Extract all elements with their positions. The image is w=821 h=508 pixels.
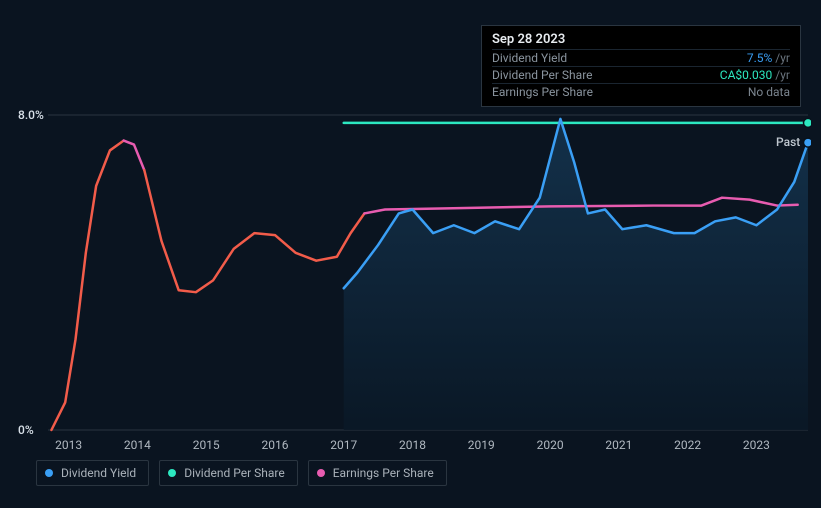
tooltip-value: 7.5%/yr — [747, 51, 790, 65]
x-tick-label: 2017 — [330, 438, 357, 452]
tooltip-label: Dividend Per Share — [492, 68, 593, 82]
tooltip-date: Sep 28 2023 — [492, 32, 790, 49]
x-tick-label: 2013 — [55, 438, 82, 452]
x-tick-label: 2018 — [399, 438, 426, 452]
x-tick-label: 2020 — [537, 438, 564, 452]
x-tick-label: 2022 — [674, 438, 701, 452]
past-label: Past — [776, 135, 800, 149]
x-tick-label: 2016 — [261, 438, 288, 452]
legend-dot-icon — [45, 469, 53, 477]
legend-label: Earnings Per Share — [333, 466, 434, 480]
legend-dot-icon — [168, 469, 176, 477]
x-tick-label: 2015 — [193, 438, 220, 452]
hover-tooltip: Sep 28 2023 Dividend Yield7.5%/yrDividen… — [481, 25, 801, 107]
x-tick-label: 2014 — [124, 438, 151, 452]
tooltip-value: CA$0.030/yr — [720, 68, 790, 82]
tooltip-label: Dividend Yield — [492, 51, 567, 65]
tooltip-value: No data — [748, 85, 790, 99]
tooltip-label: Earnings Per Share — [492, 85, 593, 99]
y-tick-label: 8.0% — [18, 108, 44, 122]
tooltip-row: Dividend Yield 7.5%/yr — [492, 49, 790, 66]
legend-dot-icon — [317, 469, 325, 477]
legend-item-dividend-yield[interactable]: Dividend Yield — [36, 460, 149, 486]
x-tick-label: 2021 — [605, 438, 632, 452]
legend-item-dividend-per-share[interactable]: Dividend Per Share — [159, 460, 298, 486]
tooltip-row: Earnings Per Share No data — [492, 83, 790, 100]
x-tick-label: 2019 — [468, 438, 495, 452]
chart-container: 0% 8.0% 2013 2014 2015 2016 2017 2018 2019 2020 2… — [18, 10, 811, 498]
tooltip-row: Dividend Per Share CA$0.030/yr — [492, 66, 790, 83]
x-tick-label: 2023 — [743, 438, 770, 452]
legend: Dividend Yield Dividend Per Share Earnin… — [36, 460, 447, 486]
legend-label: Dividend Yield — [61, 466, 136, 480]
legend-label: Dividend Per Share — [184, 466, 285, 480]
legend-item-earnings-per-share[interactable]: Earnings Per Share — [308, 460, 447, 486]
y-tick-label: 0% — [18, 423, 34, 437]
